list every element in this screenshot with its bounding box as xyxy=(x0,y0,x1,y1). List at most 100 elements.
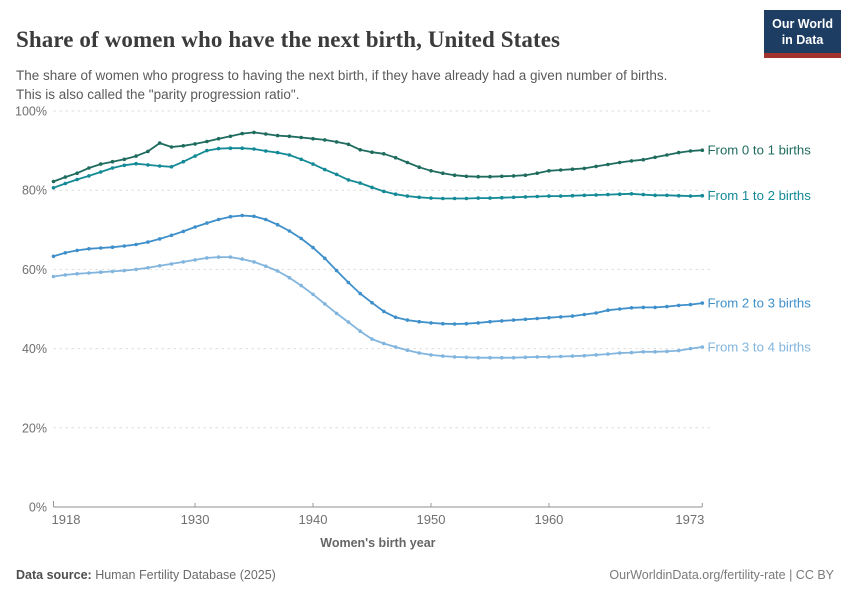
data-point xyxy=(511,195,516,200)
data-point xyxy=(558,315,563,319)
data-point xyxy=(252,214,256,219)
data-point xyxy=(476,321,481,325)
data-point xyxy=(216,146,221,151)
data-point xyxy=(582,353,587,358)
data-point xyxy=(63,181,68,186)
data-point xyxy=(252,130,256,135)
chart-footer: Data source: Human Fertility Database (2… xyxy=(16,568,834,582)
data-point xyxy=(405,194,410,198)
data-point xyxy=(617,307,622,311)
y-tick-label: 40% xyxy=(22,342,47,356)
data-point xyxy=(334,172,339,177)
data-point xyxy=(405,318,410,322)
data-point xyxy=(228,214,233,219)
data-point xyxy=(500,355,504,360)
data-point xyxy=(417,195,422,200)
y-tick-label: 0% xyxy=(29,501,47,515)
data-point xyxy=(523,355,528,360)
data-point xyxy=(700,193,705,198)
data-source-value: Human Fertility Database (2025) xyxy=(91,568,276,582)
data-point xyxy=(169,145,174,149)
data-point xyxy=(63,251,68,255)
data-point xyxy=(417,351,422,355)
data-point xyxy=(653,305,657,310)
data-point xyxy=(617,192,622,196)
data-point xyxy=(641,192,646,197)
data-point xyxy=(511,355,516,360)
data-point xyxy=(452,322,457,326)
data-point xyxy=(216,217,221,222)
data-point xyxy=(228,255,233,259)
data-point xyxy=(299,283,304,288)
data-point xyxy=(535,171,539,175)
data-point xyxy=(653,350,657,354)
data-point xyxy=(358,181,363,185)
data-point xyxy=(594,353,598,357)
data-point xyxy=(582,312,587,317)
data-point xyxy=(346,280,351,285)
data-point xyxy=(641,157,646,162)
data-point xyxy=(311,292,315,297)
data-point xyxy=(452,173,457,177)
data-point xyxy=(181,144,186,148)
data-point xyxy=(110,269,115,274)
data-point xyxy=(665,304,669,309)
data-point xyxy=(122,163,127,168)
data-point xyxy=(429,321,433,325)
data-point xyxy=(334,311,339,316)
data-point xyxy=(523,317,528,322)
data-point xyxy=(535,316,539,321)
data-point xyxy=(346,142,351,147)
subtitle-line-2: This is also called the "parity progress… xyxy=(16,87,300,103)
data-point xyxy=(264,149,268,153)
data-point xyxy=(169,233,174,238)
data-point xyxy=(87,271,91,275)
data-point xyxy=(87,174,91,178)
owid-cc-by-link[interactable]: OurWorldinData.org/fertility-rate | CC B… xyxy=(609,568,834,582)
series-line xyxy=(52,131,704,183)
data-point xyxy=(382,309,386,314)
data-point xyxy=(134,161,138,166)
data-point xyxy=(334,140,339,144)
data-point xyxy=(63,273,68,277)
data-point xyxy=(464,174,469,179)
data-point xyxy=(570,314,575,318)
data-point xyxy=(488,196,492,200)
data-point xyxy=(617,160,622,165)
data-point xyxy=(547,194,551,198)
series-end-label: From 2 to 3 births xyxy=(708,296,812,311)
data-point xyxy=(346,320,351,324)
data-point xyxy=(393,192,398,196)
data-point xyxy=(75,177,79,182)
data-point xyxy=(205,256,209,260)
data-point xyxy=(311,162,315,166)
data-point xyxy=(558,194,563,198)
data-point xyxy=(51,179,56,184)
data-point xyxy=(264,217,268,222)
data-point xyxy=(441,354,445,358)
x-tick-label: 1950 xyxy=(417,512,446,527)
data-point xyxy=(264,264,268,269)
y-tick-label: 100% xyxy=(15,105,47,119)
data-point xyxy=(688,346,693,351)
data-point xyxy=(228,134,233,139)
data-point xyxy=(122,268,127,273)
data-point xyxy=(665,193,669,198)
data-point xyxy=(181,159,186,164)
data-point xyxy=(582,166,587,171)
data-point xyxy=(193,225,197,229)
data-point xyxy=(653,193,657,198)
data-point xyxy=(323,167,327,172)
data-point xyxy=(157,164,162,168)
data-point xyxy=(75,272,79,276)
owid-logo[interactable]: Our World in Data xyxy=(764,10,841,58)
data-point xyxy=(240,213,244,218)
data-point xyxy=(464,196,469,201)
data-point xyxy=(547,169,551,173)
data-point xyxy=(181,260,186,264)
data-point xyxy=(323,302,327,306)
data-point xyxy=(287,229,292,233)
data-point xyxy=(51,186,56,190)
data-point xyxy=(452,196,457,201)
data-point xyxy=(700,345,705,349)
